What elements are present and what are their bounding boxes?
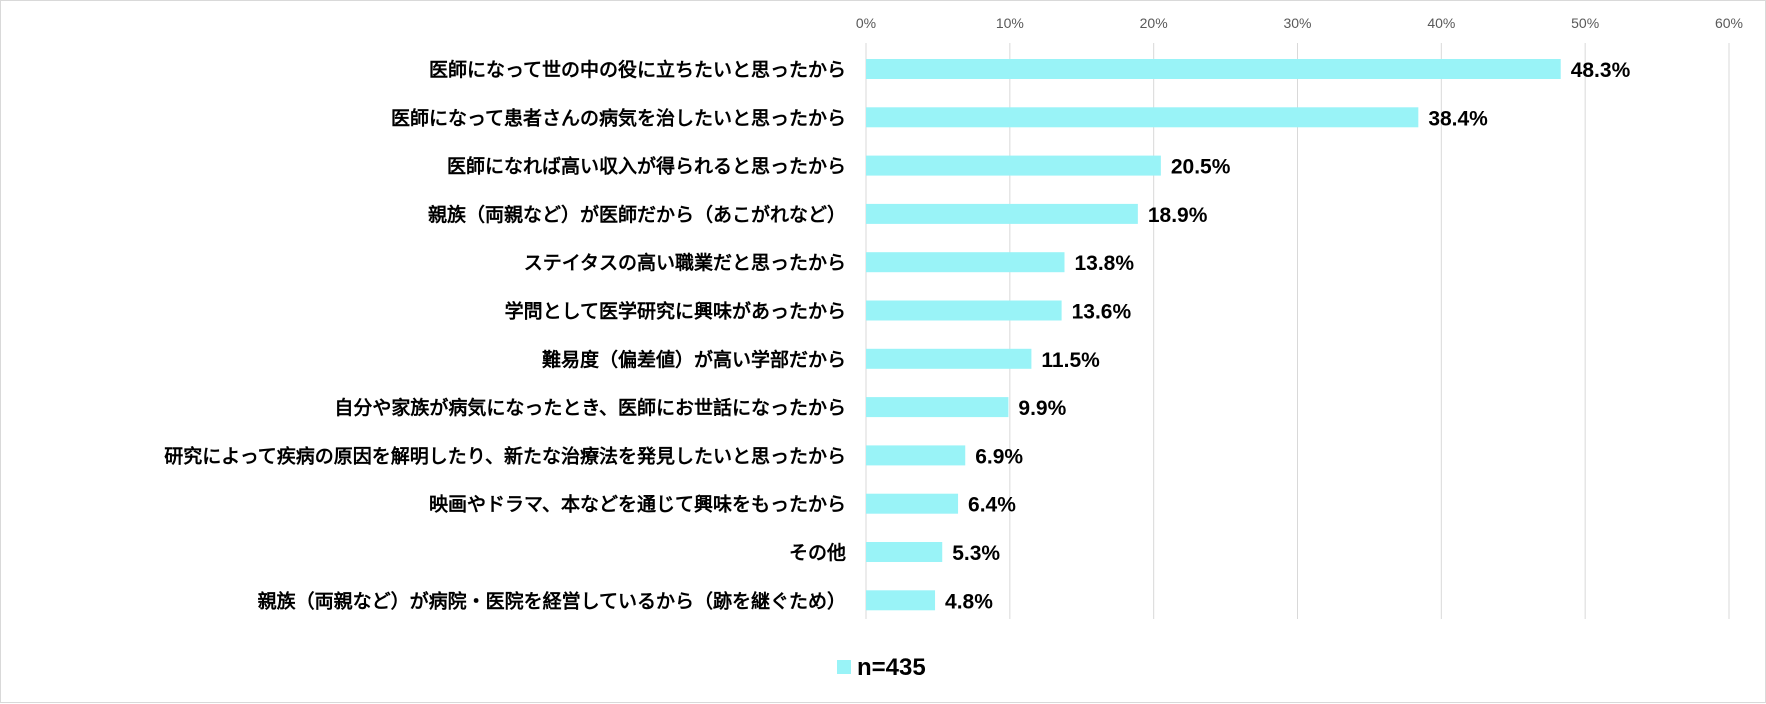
data-label: 20.5% xyxy=(1171,156,1231,179)
x-axis-ticks: 0% 10% 20% 30% 40% 50% 60% xyxy=(856,15,1743,31)
gridlines xyxy=(865,43,1730,619)
x-tick-label: 0% xyxy=(856,15,876,31)
bar xyxy=(866,203,1138,224)
data-label: 11.5% xyxy=(1041,349,1100,372)
x-tick-label: 30% xyxy=(1283,15,1311,31)
category-label: ステイタスの高い職業だと思ったから xyxy=(524,251,846,274)
category-label: 映画やドラマ、本などを通じて興味をもったから xyxy=(429,493,846,516)
category-label: 親族（両親など）が医師だから（あこがれなど） xyxy=(428,203,846,226)
category-label: 難易度（偏差値）が高い学部だから xyxy=(542,348,846,371)
bar xyxy=(866,59,1561,79)
category-label: 親族（両親など）が病院・医院を経営しているから（跡を継ぐため） xyxy=(258,589,846,612)
data-label: 6.4% xyxy=(968,494,1016,517)
data-label: 4.8% xyxy=(945,590,993,613)
x-tick-label: 60% xyxy=(1715,15,1743,31)
data-labels: 48.3% 38.4% 20.5% 18.9% 13.8% 13.6% 11.5% 9.9% 6… xyxy=(945,59,1631,613)
category-label: その他 xyxy=(789,541,846,564)
x-tick-label: 20% xyxy=(1140,15,1168,31)
x-tick-label: 10% xyxy=(996,15,1024,31)
bar xyxy=(866,348,1032,369)
bar xyxy=(866,107,1419,128)
category-label: 医師になって患者さんの病気を治したいと思ったから xyxy=(391,106,846,129)
x-tick-label: 50% xyxy=(1571,15,1599,31)
data-label: 13.6% xyxy=(1072,301,1132,324)
legend: n=435 xyxy=(837,654,926,681)
bar xyxy=(866,445,966,466)
data-label: 38.4% xyxy=(1428,107,1488,130)
data-label: 13.8% xyxy=(1074,252,1134,275)
category-label: 医師になれば高い収入が得られると思ったから xyxy=(447,155,846,178)
bar xyxy=(866,252,1065,273)
data-label: 18.9% xyxy=(1148,204,1208,227)
bar xyxy=(866,397,1009,418)
category-label: 学問として医学研究に興味があったから xyxy=(505,300,846,323)
category-labels: 医師になって世の中の役に立ちたいと思ったから医師になって患者さんの病気を治したい… xyxy=(164,58,846,612)
bars xyxy=(866,59,1561,611)
bar xyxy=(866,542,943,562)
data-label: 9.9% xyxy=(1018,397,1066,420)
category-label: 研究によって疾病の原因を解明したり、新たな治療法を発見したいと思ったから xyxy=(164,444,846,467)
legend-swatch xyxy=(837,660,851,674)
legend-label: n=435 xyxy=(857,654,926,681)
bar xyxy=(866,493,959,514)
bar xyxy=(866,300,1062,321)
data-label: 48.3% xyxy=(1571,59,1631,82)
category-label: 医師になって世の中の役に立ちたいと思ったから xyxy=(429,58,846,81)
bar xyxy=(866,155,1161,176)
bar xyxy=(866,590,936,611)
data-label: 5.3% xyxy=(952,542,1000,565)
data-label: 6.9% xyxy=(975,445,1023,468)
x-tick-label: 40% xyxy=(1427,15,1455,31)
category-label: 自分や家族が病気になったとき、医師にお世話になったから xyxy=(334,396,846,419)
